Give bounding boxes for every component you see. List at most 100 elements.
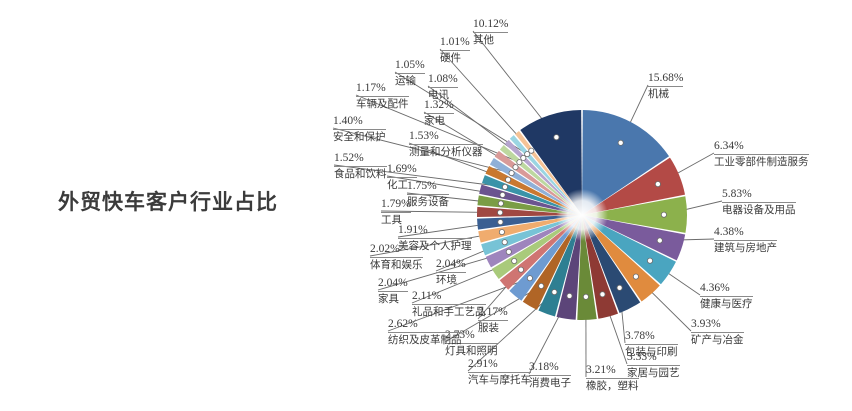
slice-label-percent: 3.33% (627, 351, 680, 366)
slice-label-percent: 1.75% (407, 180, 449, 195)
slice-label: 1.05% 运输 (395, 59, 425, 87)
pie-slice[interactable] (477, 195, 582, 215)
slice-label-name: 消费电子 (529, 376, 571, 389)
slice-label-percent: 2.02% (370, 243, 423, 258)
leader-dot (656, 237, 663, 244)
slice-label-name: 橡胶，塑料 (586, 379, 639, 392)
slice-label: 1.32% 家电 (424, 99, 454, 127)
leader-dot (566, 292, 573, 299)
pie-slice[interactable] (582, 215, 676, 285)
slice-label-name: 家电 (424, 114, 445, 127)
slice-label-name: 服务设备 (407, 195, 449, 208)
slice-label: 4.36% 健康与医疗 (700, 282, 753, 310)
pie-slice[interactable] (582, 196, 687, 233)
leader-dot (505, 176, 512, 183)
pie-slice[interactable] (481, 215, 582, 256)
leader-dot (538, 282, 545, 289)
slice-label-percent: 3.21% (586, 364, 639, 379)
pie-slice[interactable] (478, 215, 582, 243)
slice-label-name: 环境 (436, 273, 457, 286)
pie-slice[interactable] (582, 215, 686, 261)
leader-dot (582, 293, 589, 300)
slice-label-name: 家居与园艺 (627, 366, 680, 379)
slice-label: 2.62% 纺织及皮革制品 (388, 318, 462, 346)
pie-slice[interactable] (538, 215, 582, 317)
slice-label: 1.52% 食品和饮料 (334, 152, 387, 180)
slice-label: 2.04% 环境 (436, 258, 466, 286)
pie-slice[interactable] (556, 215, 582, 320)
leader-dot (524, 151, 531, 158)
slice-label-name: 健康与医疗 (700, 297, 753, 310)
pie-slice[interactable] (577, 215, 597, 320)
slice-label-percent: 4.38% (714, 226, 777, 241)
leader-dot (499, 191, 506, 198)
slice-label: 1.69% 化工 (387, 163, 417, 191)
slice-label-percent: 1.52% (334, 152, 387, 167)
leader-dot (512, 164, 519, 171)
slice-label-name: 汽车与摩托车 (468, 373, 531, 386)
slice-label-percent: 15.68% (648, 72, 684, 87)
leader-dot (599, 291, 606, 298)
slice-label-percent: 2.11% (412, 290, 486, 305)
slice-label: 2.91% 汽车与摩托车 (468, 358, 531, 386)
pie-slice[interactable] (477, 215, 582, 230)
leader-line (355, 94, 520, 163)
leader-line (394, 71, 528, 155)
slice-label-name: 硬件 (440, 51, 461, 64)
leader-dots-group (497, 134, 667, 300)
slice-label-percent: 2.91% (468, 358, 531, 373)
slice-label-percent: 1.05% (395, 59, 425, 74)
slice-label-name: 礼品和手工艺品 (412, 305, 486, 318)
pie-slice[interactable] (582, 215, 641, 314)
leader-dot (518, 266, 525, 273)
slice-label-name: 测量和分析仪器 (409, 145, 483, 158)
slice-label-name: 矿产与冶金 (691, 333, 744, 346)
leader-dot (508, 170, 515, 177)
leader-dot (616, 284, 623, 291)
slice-label: 2.11% 礼品和手工艺品 (412, 290, 486, 318)
slice-label: 1.53% 测量和分析仪器 (409, 130, 483, 158)
slice-label: 3.78% 包装与印刷 (625, 330, 678, 358)
pie-slice[interactable] (582, 215, 660, 302)
slice-label-percent: 1.32% (424, 99, 454, 114)
slice-label-name: 车辆及配件 (356, 97, 409, 110)
pie-slices-group (477, 110, 687, 320)
leader-dot (516, 159, 523, 166)
slice-label-name: 运输 (395, 74, 416, 87)
slice-label-name: 安全和保护 (333, 130, 386, 143)
slice-label-name: 包装与印刷 (625, 345, 678, 358)
pie-slice[interactable] (479, 184, 582, 215)
slice-label-percent: 3.93% (691, 318, 744, 333)
slice-label: 4.38% 建筑与房地产 (714, 226, 777, 254)
slice-label-name: 电讯 (428, 88, 449, 101)
pie-slice[interactable] (582, 215, 619, 319)
pie-slice[interactable] (582, 110, 670, 215)
leader-dot (528, 147, 535, 154)
slice-label-percent: 3.18% (529, 361, 571, 376)
slice-label-name: 建筑与房地产 (714, 241, 777, 254)
page-title: 外贸快车客户行业占比 (58, 191, 278, 214)
slice-label-percent: 1.17% (356, 82, 409, 97)
pie-slice[interactable] (522, 215, 582, 310)
slice-label: 1.40% 安全和保护 (333, 115, 386, 143)
slice-label-name: 机械 (648, 87, 669, 100)
leader-line (467, 291, 555, 372)
slice-label-percent: 1.01% (440, 36, 470, 51)
slice-label: 1.75% 服务设备 (407, 180, 449, 208)
slice-label-name: 化工 (387, 178, 408, 191)
pie-slice[interactable] (582, 157, 686, 215)
slice-label-name: 食品和饮料 (334, 167, 387, 180)
slice-label: 3.21% 橡胶，塑料 (586, 364, 639, 392)
slice-label-percent: 1.69% (387, 163, 417, 178)
slice-label-percent: 6.34% (714, 140, 809, 155)
slice-label-percent: 3.78% (625, 330, 678, 345)
slice-label-name: 服装 (478, 321, 499, 334)
pie-slice[interactable] (520, 110, 582, 215)
pie-slice[interactable] (477, 206, 582, 218)
slice-label-percent: 5.83% (722, 188, 796, 203)
leader-dot (511, 257, 518, 264)
slice-label-percent: 1.40% (333, 115, 386, 130)
slice-label-name: 纺织及皮革制品 (388, 333, 462, 346)
leader-line (332, 127, 512, 174)
slice-label-name: 电器设备及用品 (722, 203, 796, 216)
